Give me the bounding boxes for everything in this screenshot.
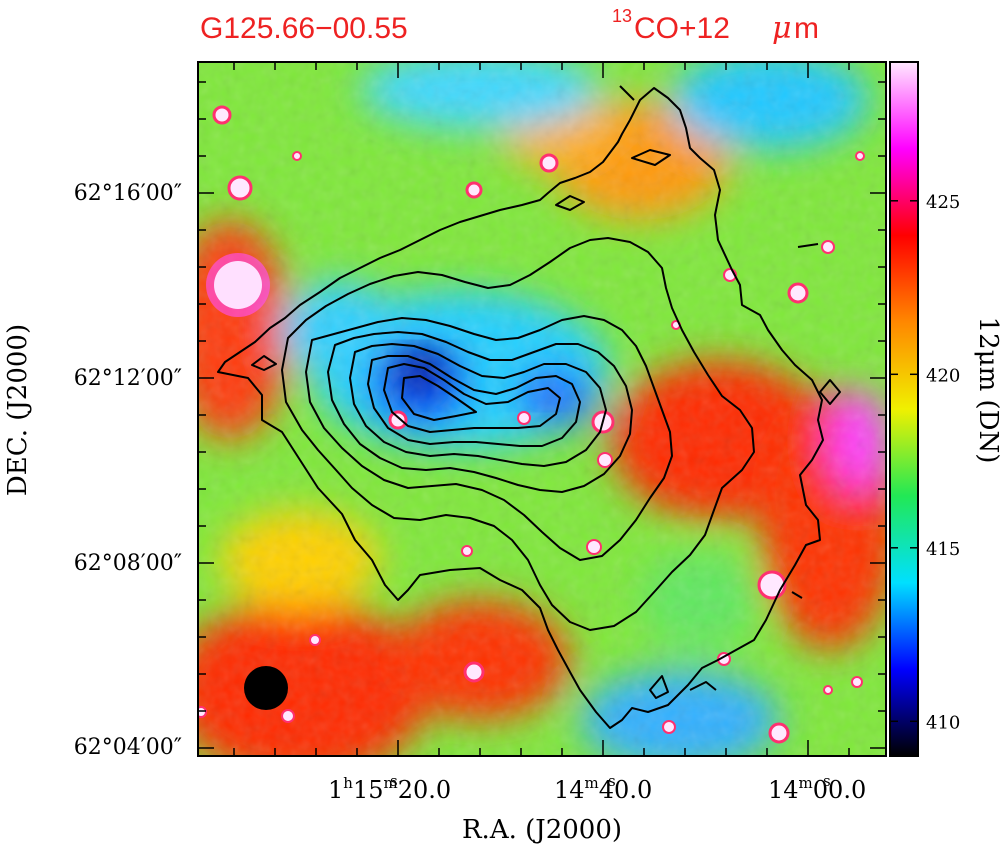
x-axis-title: R.A. (J2000) <box>462 815 622 845</box>
y-tick-label: 62°04′00″ <box>74 735 182 760</box>
contour-island-2 <box>631 149 671 166</box>
tracer-mu: μ <box>772 11 792 46</box>
tracer-unit: m <box>794 12 819 45</box>
contour-level-5 <box>349 343 607 467</box>
contour-level-6 <box>367 355 581 447</box>
contour-island-1 <box>555 195 585 211</box>
beam-marker <box>244 666 288 710</box>
x-tick-seconds-sup: s <box>390 772 398 790</box>
contour-island-4 <box>819 379 841 405</box>
contour-island-3 <box>251 355 277 371</box>
contour-level-1 <box>217 87 824 729</box>
x-tick-label: 14m40.0 <box>554 774 652 804</box>
colorbar-gradient <box>890 62 918 756</box>
contour-level-2 <box>281 237 755 631</box>
y-tick-labels: 62°16′00″ 62°12′00″ 62°08′00″ 62°04′00″ <box>74 181 182 760</box>
tracer-superscript: 13 <box>612 6 632 26</box>
colorbar-tick-label: 415 <box>926 539 960 560</box>
contour-fragment-4 <box>791 591 803 599</box>
y-tick-label: 62°12′00″ <box>74 366 182 391</box>
colorbar-tick-label: 410 <box>926 712 960 733</box>
heatmap-image <box>198 62 886 756</box>
y-tick-label: 62°16′00″ <box>74 181 182 206</box>
y-axis-title: DEC. (J2000) <box>3 324 33 496</box>
contour-fragment-2 <box>797 243 819 248</box>
axis-ticks <box>198 62 886 756</box>
contour-level-4 <box>327 331 633 493</box>
tracer-label: CO+12 <box>634 12 730 45</box>
x-tick-seconds-sup: s <box>608 772 616 790</box>
contour-fragment-1 <box>619 85 635 101</box>
contour-level-3 <box>305 315 673 561</box>
colorbar-tick-label: 420 <box>926 365 960 386</box>
contour-level-7 <box>383 363 561 433</box>
chart-title-tracer: 13 CO+12 μ m <box>612 6 819 46</box>
colorbar-tick-label: 425 <box>926 192 960 213</box>
x-tick-seconds-sup: s <box>823 772 831 790</box>
contour-fragment-3 <box>689 681 717 691</box>
contour-level-8 <box>401 375 477 421</box>
colorbar: 410 415 420 425 12μm (DN) <box>889 61 1003 757</box>
x-tick-label: 14m00.0 <box>768 774 866 804</box>
colorbar-frame <box>889 61 919 757</box>
y-tick-label: 62°08′00″ <box>74 551 182 576</box>
plot-frame <box>197 61 887 757</box>
colorbar-ticks: 410 415 420 425 <box>890 192 960 733</box>
co-contours <box>217 85 841 729</box>
chart-title-source: G125.66−00.55 <box>200 12 408 45</box>
x-tick-labels: 1h15m20.0 14m40.0 14m00.0 s s s <box>328 772 866 804</box>
contour-island-5 <box>649 675 669 699</box>
colorbar-title: 12μm (DN) <box>973 317 1003 464</box>
x-tick-label: 1h15m20.0 <box>328 774 451 804</box>
